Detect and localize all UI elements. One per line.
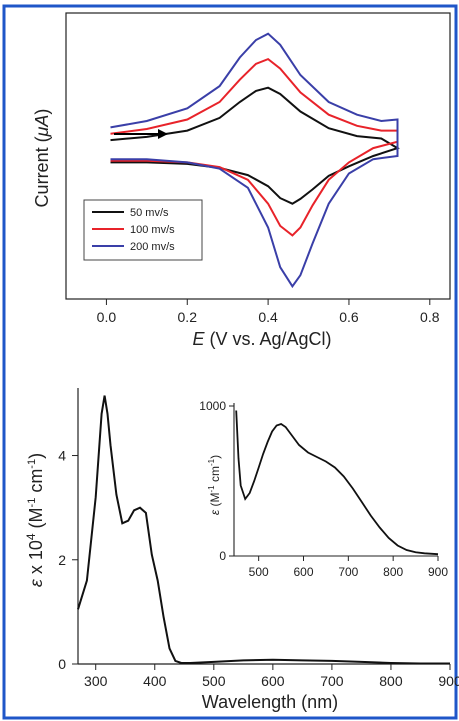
legend-label-200: 200 mv/s [130,241,175,253]
cv-y-axis-label: Current (μA) [32,109,52,208]
inset-y-tick-label: 0 [219,549,226,563]
legend-label-100: 100 mv/s [130,224,175,236]
inset-y-axis-label: ε (M-1 cm-1) [207,455,222,515]
abs-x-tick-label: 900 [438,673,459,689]
inset-x-tick-label: 900 [428,565,448,579]
inset-x-tick-label: 500 [249,565,269,579]
abs-x-tick-label: 500 [202,673,226,689]
abs-x-tick-label: 800 [379,673,403,689]
scan-direction-arrow [114,129,168,139]
abs-x-ticks: 300 400 500 600 700 800 900 [84,664,459,689]
inset-y-tick-label: 1000 [199,399,226,413]
inset-x-ticks: 500 600 700 800 900 [249,556,448,579]
abs-x-tick-label: 700 [320,673,344,689]
cv-x-tick-label: 0.0 [97,309,117,325]
inset-y-ticks: 0 1000 [199,399,234,563]
legend-label-50: 50 mv/s [130,207,169,219]
cv-x-ticks: 0.0 0.2 0.4 0.6 0.8 [97,299,440,325]
cv-series-line-2 [110,32,399,289]
abs-x-axis-label: Wavelength (nm) [202,692,338,712]
abs-y-tick-label: 0 [58,656,66,672]
abs-series-group [77,395,450,665]
cv-x-tick-label: 0.4 [258,309,278,325]
abs-x-tick-label: 300 [84,673,108,689]
abs-y-axis-label: ε x 104 (M-1 cm-1) [24,453,46,587]
cv-x-tick-label: 0.6 [339,309,359,325]
figure-border [2,4,458,720]
abs-x-tick-label: 400 [143,673,167,689]
inset-series-line-0 [235,410,439,556]
abs-y-tick-label: 2 [58,552,66,568]
inset-x-tick-label: 600 [293,565,313,579]
inset-x-tick-label: 700 [338,565,358,579]
cv-x-tick-label: 0.8 [420,309,440,325]
cv-x-tick-label: 0.2 [178,309,198,325]
inset-x-tick-label: 800 [383,565,403,579]
cv-plot-frame [65,12,451,300]
inset-chart: 500 600 700 800 900 0 1000 ε (M-1 cm-1) [199,399,448,579]
cv-series-line-0 [110,86,400,205]
abs-y-ticks: 0 2 4 [58,448,78,672]
inset-series-group [235,410,439,556]
cv-legend: 50 mv/s 100 mv/s 200 mv/s [83,199,203,261]
cv-series-group [110,32,400,289]
abs-y-tick-label: 4 [58,448,66,464]
cv-chart: 0.0 0.2 0.4 0.6 0.8 50 mv/s 100 mv/s 200 mv/… [32,12,451,349]
absorbance-chart: 300 400 500 600 700 800 900 0 2 4 ε x 104 (M-1 c… [24,388,459,712]
cv-x-axis-label: E (V vs. Ag/AgCl) [192,329,331,349]
abs-series-line-0 [77,395,450,665]
abs-x-tick-label: 600 [261,673,285,689]
